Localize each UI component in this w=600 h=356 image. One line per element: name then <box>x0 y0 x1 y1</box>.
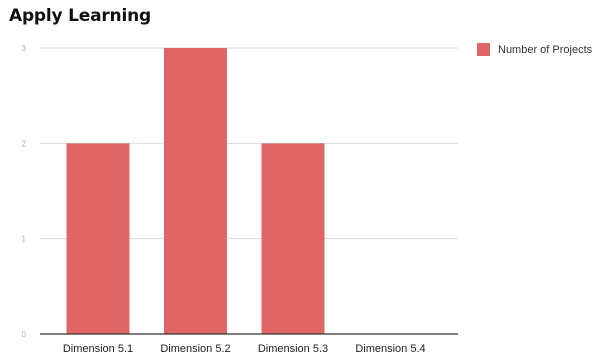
y-tick-label: 1 <box>22 235 27 244</box>
chart-title: Apply Learning <box>9 6 151 26</box>
bar <box>164 48 227 334</box>
legend: Number of Projects <box>477 43 592 56</box>
x-tick-label: Dimension 5.4 <box>355 343 425 355</box>
bar <box>66 143 130 334</box>
y-tick-label: 0 <box>22 330 27 339</box>
legend-swatch <box>477 43 490 56</box>
x-tick-label: Dimension 5.1 <box>63 343 133 355</box>
x-tick-labels: Dimension 5.1 Dimension 5.2 Dimension 5.3 D… <box>63 343 426 355</box>
bars <box>66 48 325 334</box>
bar <box>261 143 325 334</box>
legend-label: Number of Projects <box>498 43 593 56</box>
y-tick-label: 2 <box>22 139 27 148</box>
x-tick-label: Dimension 5.2 <box>160 343 230 355</box>
x-tick-label: Dimension 5.3 <box>258 343 328 355</box>
y-tick-label: 3 <box>22 44 27 53</box>
y-tick-labels: 0 1 2 3 <box>22 44 27 339</box>
